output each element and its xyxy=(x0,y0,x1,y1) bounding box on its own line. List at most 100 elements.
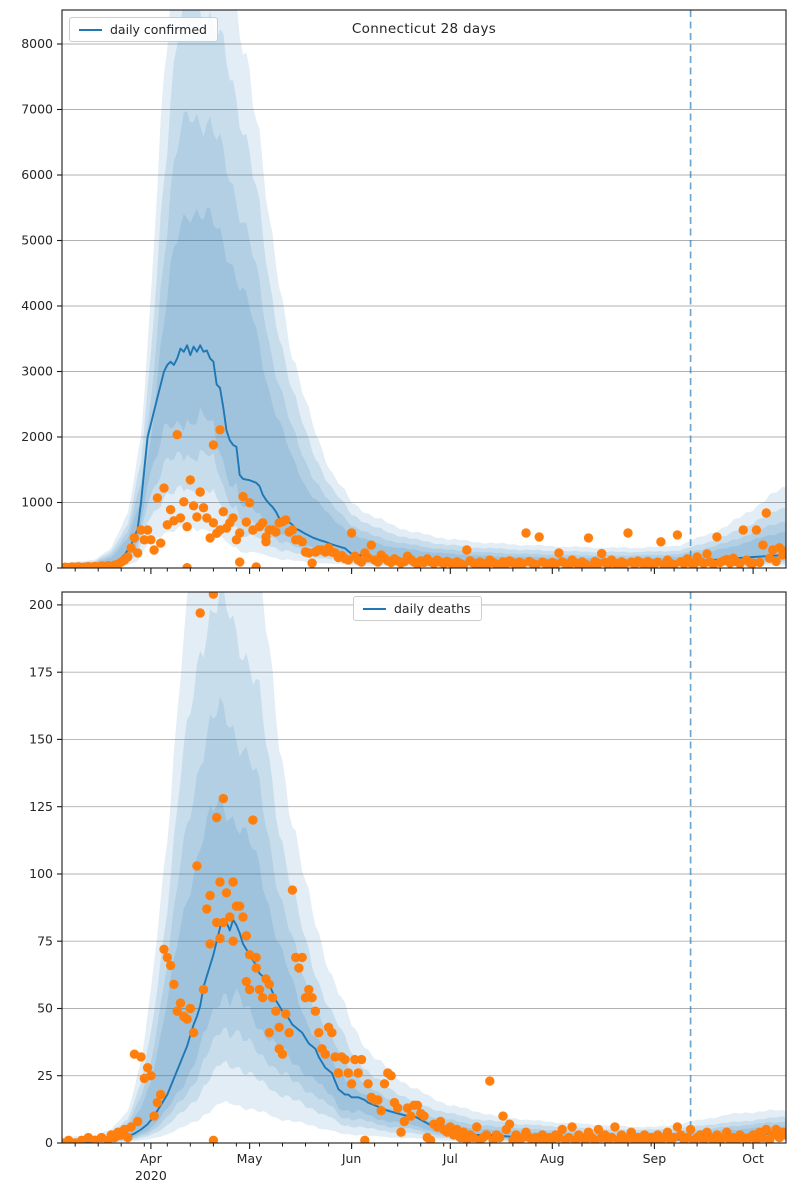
scatter-point xyxy=(610,1122,620,1132)
svg-text:4000: 4000 xyxy=(21,298,53,313)
scatter-point xyxy=(333,1068,344,1078)
y-axis: 0 25 50 75 100 125 150 175 200 xyxy=(29,597,62,1150)
scatter-point xyxy=(425,1135,436,1143)
scatter-point xyxy=(165,505,176,515)
scatter-point xyxy=(175,998,186,1008)
scatter-point xyxy=(297,952,307,963)
scatter-point xyxy=(281,1009,291,1019)
scatter-point xyxy=(228,513,238,523)
scatter-point xyxy=(241,931,251,941)
scatter-point xyxy=(702,549,712,559)
scatter-point xyxy=(758,540,768,550)
scatter-point xyxy=(472,1122,482,1132)
scatter-point xyxy=(251,963,261,973)
scatter-point xyxy=(202,904,212,914)
scatter-point xyxy=(195,608,205,618)
svg-text:1000: 1000 xyxy=(21,495,53,510)
scatter-point xyxy=(435,1116,446,1127)
observed-points xyxy=(62,592,786,1143)
svg-text:Jul: Jul xyxy=(442,1151,458,1166)
scatter-point xyxy=(419,1111,429,1121)
scatter-point xyxy=(412,1100,423,1111)
x-axis: Apr 2020 May Jun Jul Aug Sep Oct xyxy=(74,1143,767,1183)
scatter-point xyxy=(136,1052,146,1062)
scatter-point xyxy=(205,533,215,543)
legend-line-sample-icon xyxy=(363,607,386,610)
scatter-point xyxy=(215,425,225,435)
scatter-point xyxy=(738,525,748,535)
scatter-point xyxy=(198,984,209,995)
svg-text:0: 0 xyxy=(45,560,53,575)
scatter-point xyxy=(251,562,261,568)
scatter-point xyxy=(481,1130,492,1140)
scatter-point xyxy=(133,1116,143,1127)
svg-text:150: 150 xyxy=(29,732,53,747)
scatter-point xyxy=(248,815,258,825)
scatter-point xyxy=(238,912,248,922)
scatter-point xyxy=(662,1127,673,1137)
scatter-point xyxy=(221,888,232,898)
scatter-point xyxy=(672,1122,683,1132)
scatter-point xyxy=(327,1028,337,1038)
scatter-point xyxy=(264,1028,274,1038)
scatter-point xyxy=(156,538,166,548)
scatter-point xyxy=(297,537,307,547)
scatter-point xyxy=(179,497,189,507)
scatter-point xyxy=(218,917,228,928)
scatter-point xyxy=(755,557,765,568)
scatter-point xyxy=(212,917,222,928)
scatter-point xyxy=(284,1028,294,1038)
scatter-point xyxy=(185,1003,195,1014)
scatter-point xyxy=(356,1054,367,1065)
scatter-point xyxy=(208,518,219,528)
scatter-point xyxy=(294,963,304,973)
scatter-point xyxy=(274,1022,284,1032)
scatter-point xyxy=(175,513,186,523)
svg-text:75: 75 xyxy=(37,933,53,948)
svg-text:7000: 7000 xyxy=(21,102,53,117)
scatter-point xyxy=(235,901,245,911)
scatter-point xyxy=(149,1111,159,1121)
plot-daily-confirmed: 0 1000 2000 3000 4000 5000 6000 7000 8000 xyxy=(21,9,787,575)
scatter-point xyxy=(218,507,228,517)
scatter-point xyxy=(376,1106,386,1116)
scatter-point xyxy=(267,993,278,1003)
scatter-point xyxy=(182,563,192,568)
svg-text:3000: 3000 xyxy=(21,364,53,379)
scatter-point xyxy=(554,548,564,558)
svg-text:5000: 5000 xyxy=(21,233,53,248)
scatter-point xyxy=(271,1006,281,1016)
scatter-point xyxy=(133,548,143,558)
scatter-point xyxy=(462,545,472,555)
scatter-point xyxy=(623,528,633,538)
scatter-point xyxy=(346,1079,357,1089)
scatter-point xyxy=(261,537,271,547)
plot-daily-deaths: 0 25 50 75 100 125 150 175 200 Apr 2020 May Jun Jul Au… xyxy=(29,591,787,1183)
legend-label: daily deaths xyxy=(394,601,471,616)
scatter-point xyxy=(185,475,195,485)
scatter-point xyxy=(761,508,771,518)
scatter-point xyxy=(146,1071,156,1081)
legend-daily-deaths: daily deaths xyxy=(353,596,482,621)
scatter-point xyxy=(142,1063,153,1073)
scatter-point xyxy=(188,501,199,511)
scatter-point xyxy=(314,1028,324,1038)
scatter-point xyxy=(192,861,202,871)
scatter-point xyxy=(287,885,298,895)
scatter-point xyxy=(228,877,238,887)
scatter-point xyxy=(136,525,146,535)
scatter-point xyxy=(722,1127,732,1137)
scatter-point xyxy=(123,552,133,562)
scatter-point xyxy=(685,1124,696,1135)
scatter-point xyxy=(264,979,274,989)
scatter-point xyxy=(182,1014,192,1024)
scatter-point xyxy=(781,1130,786,1140)
scatter-point xyxy=(346,528,357,538)
scatter-point xyxy=(534,532,544,542)
scatter-point xyxy=(399,1116,409,1127)
svg-text:8000: 8000 xyxy=(21,36,53,51)
scatter-point xyxy=(169,979,179,989)
scatter-point xyxy=(254,984,265,995)
scatter-point xyxy=(300,993,311,1003)
scatter-point xyxy=(304,984,314,995)
